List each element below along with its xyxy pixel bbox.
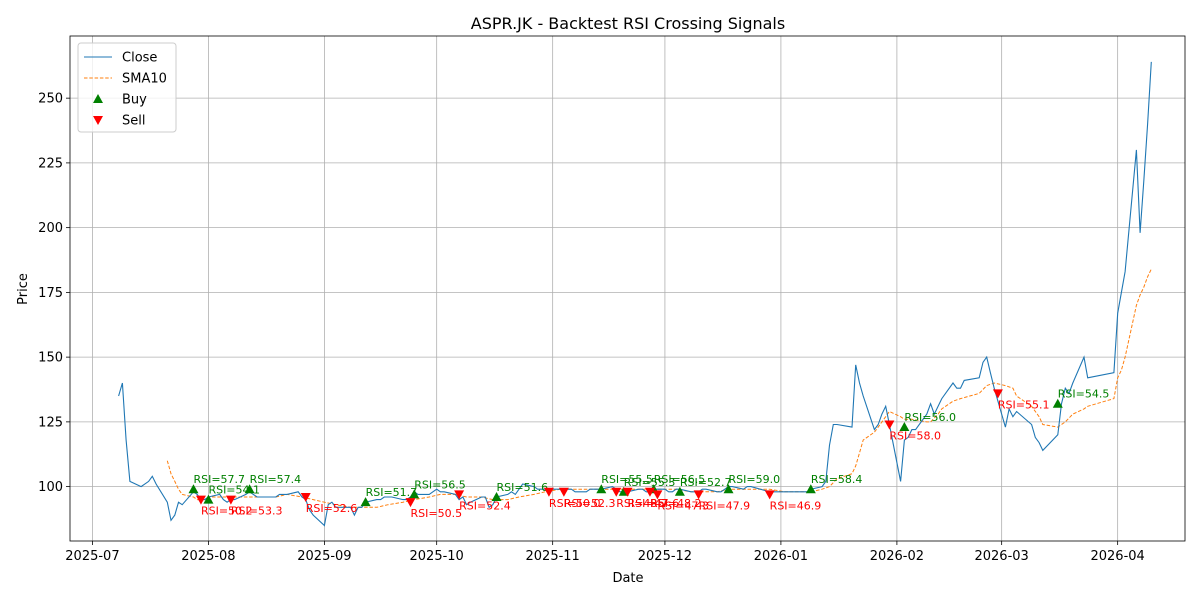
buy-marker: [491, 491, 502, 501]
buy-marker: [723, 484, 734, 494]
sell-label: RSI=50.5: [410, 507, 462, 520]
buy-label: RSI=59.0: [729, 473, 781, 486]
legend-label: Sell: [122, 114, 145, 129]
x-axis: 2025-07 2025-08 2025-09 2025-10 2025-11 2025-…: [65, 541, 1145, 564]
y-tick-label: 150: [38, 351, 63, 366]
buy-label: RSI=57.4: [250, 473, 302, 486]
sell-marker: [543, 487, 554, 497]
sell-label: RSI=47.3: [657, 499, 709, 512]
x-tick-label: 2025-10: [410, 549, 464, 564]
y-tick-label: 100: [38, 480, 63, 495]
sell-marker: [195, 495, 206, 505]
signals: RSI=57.7RSI=54.1RSI=57.4RSI=51.7RSI=56.5…: [188, 388, 1109, 520]
sell-marker: [992, 389, 1003, 399]
buy-marker: [203, 494, 214, 504]
buy-label: RSI=58.4: [811, 473, 863, 486]
sell-label: RSI=46.9: [770, 499, 822, 512]
sell-label: RSI=50.0: [549, 497, 601, 510]
buy-label: RSI=51.6: [497, 481, 549, 494]
plot-frame: [69, 35, 1186, 542]
buy-marker: [360, 497, 371, 507]
buy-marker: [596, 484, 607, 494]
sell-marker: [454, 490, 465, 500]
x-tick-label: 2025-09: [297, 549, 351, 564]
sell-marker: [225, 495, 236, 505]
buy-label: RSI=56.0: [904, 411, 956, 424]
y-tick-label: 175: [38, 286, 63, 301]
sell-marker: [652, 490, 663, 500]
buy-label: RSI=57.7: [193, 473, 245, 486]
sell-label: RSI=52.3: [564, 497, 616, 510]
legend-buy-swatch: [93, 94, 103, 103]
sell-marker: [405, 498, 416, 508]
x-tick-label: 2025-12: [638, 549, 692, 564]
sell-label: RSI=58.0: [889, 429, 941, 442]
legend-box: [77, 42, 177, 133]
buy-label: RSI=56.5: [654, 473, 706, 486]
sell-label: RSI=47.9: [699, 499, 751, 512]
sell-marker: [300, 492, 311, 502]
sell-label: RSI=47.6: [628, 497, 680, 510]
x-tick-label: 2026-01: [754, 549, 808, 564]
x-axis-label: Date: [612, 571, 643, 586]
sell-marker: [764, 490, 775, 500]
sell-label: RSI=52.4: [459, 499, 511, 512]
sell-marker: [622, 487, 633, 497]
sell-label: RSI=50.2: [201, 505, 253, 518]
y-tick-label: 225: [38, 156, 63, 171]
buy-marker: [805, 484, 816, 494]
legend-sell-swatch: [93, 116, 103, 125]
y-axis: 100 125 150 175 200 225 250: [38, 92, 70, 495]
buy-label: RSI=55.5: [601, 473, 653, 486]
sell-label: RSI=48.7: [616, 497, 668, 510]
close-series: [118, 61, 1152, 527]
buy-label: RSI=56.5: [414, 478, 466, 491]
x-tick-label: 2026-04: [1090, 549, 1144, 564]
y-tick-label: 125: [38, 415, 63, 430]
sell-label: RSI=52.6: [306, 502, 358, 515]
grid: [70, 36, 1185, 541]
buy-label: RSI=55.3: [624, 476, 676, 489]
buy-marker: [188, 484, 199, 494]
legend: Close SMA10 Buy Sell: [77, 42, 177, 133]
x-tick-label: 2026-03: [974, 549, 1028, 564]
buy-label: RSI=52.7: [680, 476, 732, 489]
chart-title: ASPR.JK - Backtest RSI Crossing Signals: [471, 14, 785, 33]
buy-marker: [409, 489, 420, 499]
close-line: [118, 61, 1152, 527]
x-tick-label: 2025-07: [65, 549, 119, 564]
legend-label: SMA10: [122, 72, 167, 87]
sell-label: RSI=48.2: [650, 497, 702, 510]
buy-marker: [899, 422, 910, 432]
buy-marker: [1052, 398, 1063, 408]
buy-label: RSI=54.5: [1058, 388, 1110, 401]
y-tick-label: 200: [38, 221, 63, 236]
buy-label: RSI=51.7: [366, 486, 418, 499]
sell-marker: [644, 487, 655, 497]
buy-label: RSI=54.1: [208, 484, 260, 497]
sell-marker: [611, 487, 622, 497]
legend-label: Close: [122, 51, 157, 66]
x-tick-label: 2025-11: [526, 549, 580, 564]
sell-marker: [884, 420, 895, 430]
sell-marker: [693, 490, 704, 500]
buy-marker: [674, 486, 685, 496]
sell-label: RSI=53.3: [231, 505, 283, 518]
sell-label: RSI=55.1: [998, 398, 1050, 411]
x-tick-label: 2025-08: [181, 549, 235, 564]
buy-marker: [244, 484, 255, 494]
sell-marker: [558, 487, 569, 497]
y-axis-label: Price: [16, 273, 31, 305]
x-tick-label: 2026-02: [870, 549, 924, 564]
legend-label: Buy: [122, 93, 147, 108]
y-tick-label: 250: [38, 92, 63, 107]
